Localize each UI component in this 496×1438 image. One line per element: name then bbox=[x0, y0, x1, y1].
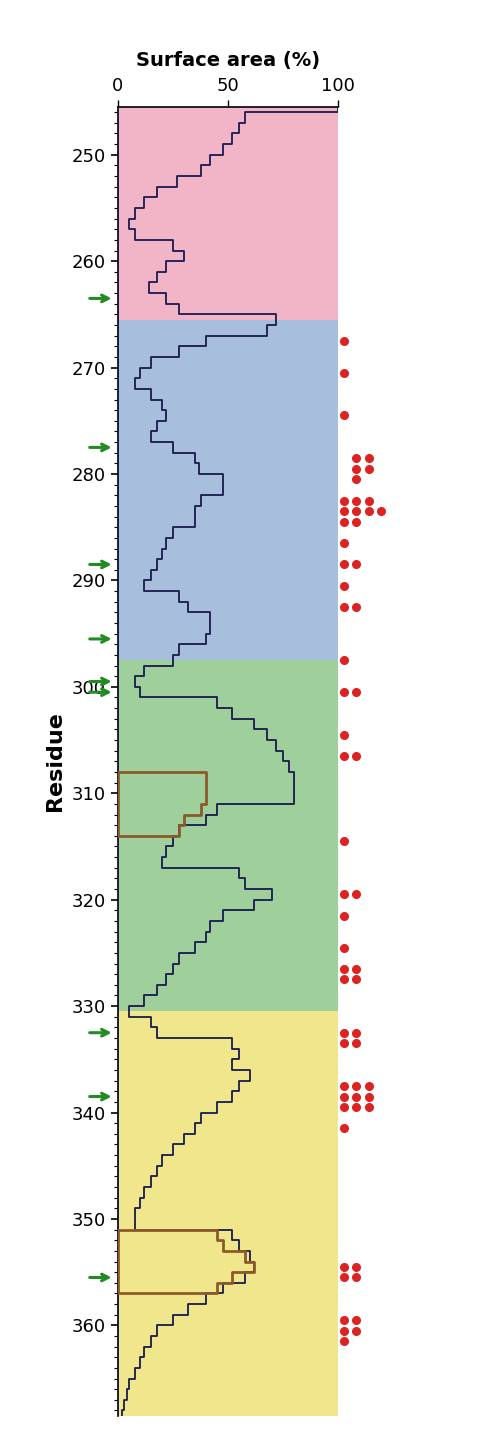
Bar bbox=[118, 1011, 338, 1416]
Bar bbox=[118, 660, 338, 1011]
Bar bbox=[118, 106, 338, 319]
Bar bbox=[118, 319, 338, 660]
Y-axis label: Residue: Residue bbox=[45, 712, 65, 811]
X-axis label: Surface area (%): Surface area (%) bbox=[136, 50, 320, 70]
